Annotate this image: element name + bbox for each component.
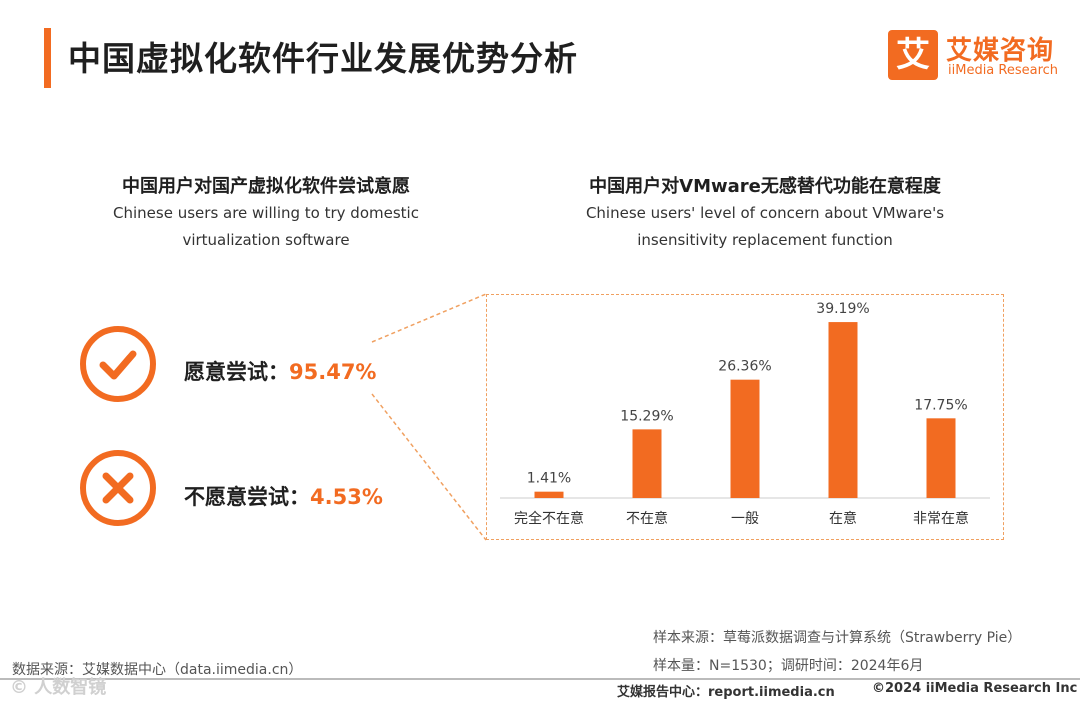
category-label-5: 非常在意 [913, 510, 969, 527]
copyright: ©2024 iiMedia Research Inc [872, 681, 1078, 696]
willing-option: 愿意尝试：95.47% [184, 356, 376, 386]
chart-frame [486, 294, 1004, 540]
sample-size: 样本量：N=1530；调研时间：2024年6月 [653, 658, 924, 674]
willing-value: 95.47% [289, 360, 377, 384]
iimedia-logo: 艾 艾媒咨询 iiMedia Research [888, 30, 1068, 82]
data-label-3: 26.36% [718, 359, 771, 375]
bar-1 [534, 491, 564, 498]
category-label-3: 一般 [731, 511, 759, 527]
sample-source: 样本来源：草莓派数据调查与计算系统（Strawberry Pie） [653, 630, 1022, 646]
data-label-2: 15.29% [620, 408, 673, 424]
logo-mark: 艾 [888, 30, 938, 80]
logo-en-text: iiMedia Research [948, 63, 1059, 78]
right-section-subtitle: Chinese users' level of concern about VM… [585, 204, 945, 249]
bar-3 [730, 379, 760, 498]
bar-5 [926, 418, 956, 498]
category-label-4: 在意 [829, 510, 857, 527]
title-accent-bar [44, 28, 51, 88]
footer-strip [0, 680, 1080, 702]
logo-cn-text: 艾媒咨询 [946, 36, 1055, 66]
unwilling-option: 不愿意尝试：4.53% [184, 481, 383, 511]
category-label-1: 完全不在意 [514, 510, 584, 527]
willing-label: 愿意尝试： [184, 360, 289, 384]
bar-2 [632, 429, 662, 498]
data-label-1: 1.41% [527, 471, 571, 487]
cross-icon [80, 450, 156, 526]
page-title: 中国虚拟化软件行业发展优势分析 [68, 39, 578, 78]
data-label-5: 17.75% [914, 397, 967, 413]
footer-divider [0, 678, 1080, 680]
watermark: © 人数智镜 [10, 677, 107, 698]
left-section-subtitle: Chinese users are willing to try domesti… [113, 204, 419, 249]
unwilling-value: 4.53% [310, 485, 383, 509]
check-icon [80, 326, 156, 402]
category-label-2: 不在意 [626, 510, 668, 527]
bar-4 [828, 322, 858, 498]
data-label-4: 39.19% [816, 301, 869, 317]
report-center-link[interactable]: 艾媒报告中心：report.iimedia.cn [617, 685, 835, 700]
right-section-title: 中国用户对VMware无感替代功能在意程度 [589, 176, 941, 197]
left-section-title: 中国用户对国产虚拟化软件尝试意愿 [122, 176, 410, 197]
data-source: 数据来源：艾媒数据中心（data.iimedia.cn） [12, 662, 303, 678]
unwilling-label: 不愿意尝试： [184, 485, 310, 509]
